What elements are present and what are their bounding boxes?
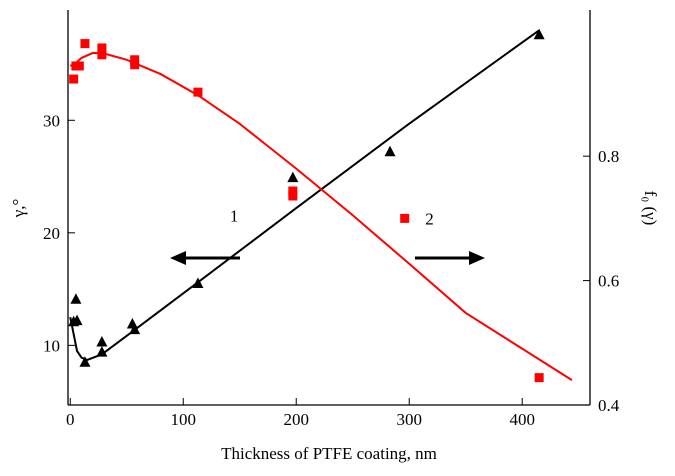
square-point	[288, 186, 298, 196]
x-tick-label: 100	[170, 410, 196, 429]
triangle-point	[533, 28, 545, 40]
triangle-point	[79, 356, 91, 367]
triangle-point	[129, 323, 141, 335]
arrow-right	[415, 251, 485, 265]
y-tick-label: 30	[43, 111, 60, 130]
triangle-point	[71, 314, 83, 326]
x-axis-label: Thickness of PTFE coating, nm	[221, 444, 437, 463]
triangle-point	[96, 346, 108, 357]
x-tick-label: 300	[396, 410, 422, 429]
y-tick-label: 20	[43, 224, 60, 243]
annotation: 2	[425, 209, 434, 228]
square-point	[534, 373, 544, 383]
square-point	[288, 191, 298, 201]
square-point	[130, 55, 140, 65]
y2-tick-label: 0.4	[598, 396, 620, 415]
annotation: 1	[230, 207, 239, 226]
square-point	[97, 43, 107, 53]
triangle-point	[384, 145, 396, 157]
y2-tick-label: 0.6	[598, 272, 619, 291]
y2-tick-label: 0.8	[598, 147, 619, 166]
triangle-point	[287, 171, 299, 183]
fit-line	[69, 51, 573, 381]
triangle-point	[192, 277, 204, 288]
square-point	[193, 87, 203, 97]
triangle-point	[70, 293, 82, 304]
triangle-point	[96, 335, 108, 347]
x-tick-label: 400	[509, 410, 535, 429]
square-point	[130, 60, 140, 70]
square-point	[97, 50, 107, 60]
x-tick-label: 0	[66, 410, 75, 429]
x-tick-label: 200	[283, 410, 309, 429]
square-point	[74, 61, 84, 71]
fit-line	[69, 29, 540, 362]
y-axis-label: γ,°	[9, 199, 28, 219]
square-point	[69, 74, 79, 84]
y-tick-label: 10	[43, 336, 60, 355]
y2-axis-label: f₀ (γ)	[641, 191, 660, 226]
square-point	[80, 39, 90, 49]
square-point	[400, 213, 410, 223]
